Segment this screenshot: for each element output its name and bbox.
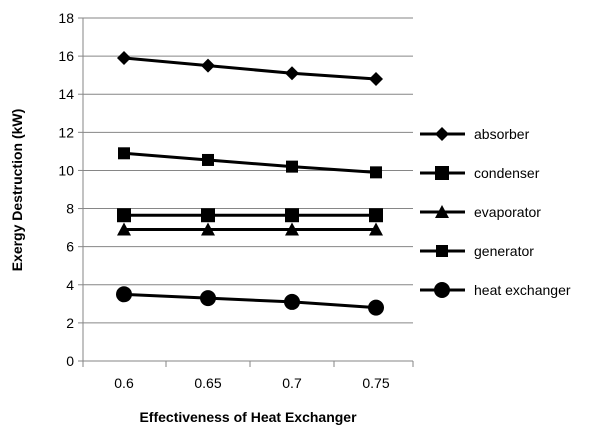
legend-item-evaporator: evaporator: [420, 204, 541, 220]
data-point-condenser: [201, 208, 215, 223]
series-group: [116, 51, 384, 316]
legend-label: heat exchanger: [474, 282, 571, 298]
y-tick-labels: 0 2 4 6 8 10 12 14 16 18: [58, 10, 74, 369]
legend-marker-heat-exchanger: [434, 282, 450, 298]
data-point-condenser: [369, 208, 383, 223]
legend-label: generator: [474, 243, 534, 259]
x-tick-labels: 0.6 0.65 0.7 0.75: [114, 375, 390, 391]
data-point-condenser: [285, 208, 299, 223]
y-tick-label: 4: [66, 277, 74, 293]
y-axis-title: Exergy Destruction (kW): [9, 109, 25, 272]
y-tick-label: 0: [66, 353, 74, 369]
data-point-heat-exchanger: [200, 290, 216, 307]
series-heat-exchanger: [116, 286, 384, 316]
grid: [83, 17, 413, 324]
y-tick-label: 12: [58, 124, 74, 140]
data-point-evaporator: [369, 222, 383, 236]
legend-label: evaporator: [474, 204, 541, 220]
y-tick-label: 10: [58, 162, 74, 178]
x-tick-label: 0.7: [282, 375, 302, 391]
series-line-heat-exchanger: [123, 292, 377, 310]
y-tick-label: 6: [66, 239, 74, 255]
data-point-absorber: [369, 71, 383, 86]
legend-label: condenser: [474, 165, 540, 181]
series-generator: [118, 147, 382, 179]
legend-item-generator: generator: [420, 243, 534, 259]
data-point-heat-exchanger: [284, 293, 300, 310]
x-tick-label: 0.6: [114, 375, 134, 391]
x-tick-label: 0.65: [194, 375, 221, 391]
data-point-evaporator: [201, 222, 215, 236]
y-tick-label: 18: [58, 10, 74, 26]
data-point-generator: [286, 160, 298, 173]
legend-marker-absorber: [435, 127, 449, 141]
x-tick-label: 0.75: [362, 375, 389, 391]
series-absorber: [117, 51, 383, 86]
legend-marker-generator: [436, 245, 448, 257]
data-point-absorber: [285, 66, 299, 81]
data-point-condenser: [117, 208, 131, 223]
data-point-heat-exchanger: [116, 286, 132, 303]
series-condenser: [117, 208, 383, 223]
data-point-absorber: [117, 51, 131, 66]
data-point-generator: [118, 147, 130, 160]
axes: [78, 17, 414, 367]
series-evaporator: [117, 222, 383, 236]
data-point-evaporator: [117, 222, 131, 236]
y-tick-label: 2: [66, 315, 74, 331]
legend-marker-condenser: [435, 166, 449, 180]
x-axis-title: Effectiveness of Heat Exchanger: [139, 409, 357, 425]
legend: absorber condenser evaporator generator heat…: [420, 126, 571, 298]
data-point-heat-exchanger: [368, 299, 384, 316]
y-tick-label: 16: [58, 48, 74, 64]
data-point-absorber: [201, 58, 215, 73]
legend-item-absorber: absorber: [420, 126, 530, 142]
data-point-generator: [370, 166, 382, 179]
y-tick-label: 8: [66, 201, 74, 217]
legend-label: absorber: [474, 126, 530, 142]
data-point-generator: [202, 153, 214, 166]
data-point-evaporator: [285, 222, 299, 236]
series-line-generator: [123, 151, 377, 174]
legend-marker-evaporator: [435, 205, 449, 218]
series-line-absorber: [123, 56, 377, 81]
y-tick-label: 14: [58, 86, 74, 102]
legend-item-heat-exchanger: heat exchanger: [420, 282, 571, 298]
legend-item-condenser: condenser: [420, 165, 540, 181]
